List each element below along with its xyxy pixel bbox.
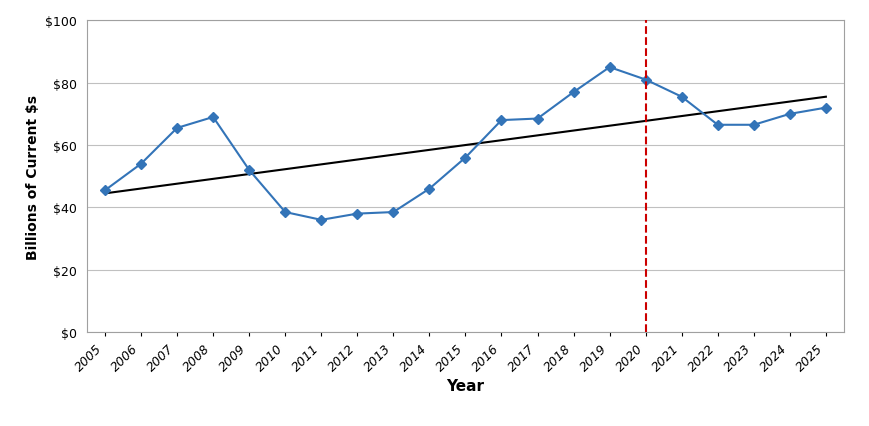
X-axis label: Year: Year [446,379,484,394]
Y-axis label: Billions of Current $s: Billions of Current $s [26,95,40,259]
